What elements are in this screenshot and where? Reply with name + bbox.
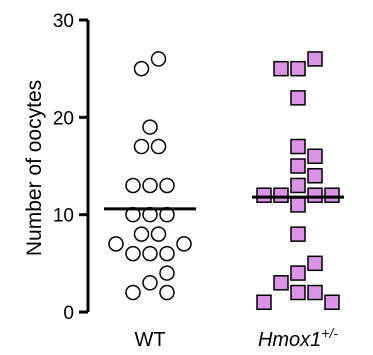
data-point-square (290, 284, 306, 301)
y-tick-label: 10 (53, 206, 74, 227)
data-point-square (307, 284, 323, 301)
data-point-circle (142, 245, 158, 262)
data-point-circle (150, 226, 167, 242)
data-point-square (290, 158, 306, 174)
y-tick-label: 30 (53, 11, 74, 32)
y-ticks: 0 10 20 30 (53, 11, 88, 324)
data-point-circle (176, 236, 192, 252)
data-point-square (290, 265, 306, 281)
data-point-square (290, 177, 306, 194)
data-points (108, 51, 340, 311)
data-point-circle (125, 177, 141, 194)
data-point-circle (142, 275, 158, 291)
data-point-circle (150, 51, 167, 67)
data-point-square (290, 60, 306, 77)
mean-lines (104, 195, 344, 211)
data-point-square (290, 226, 306, 242)
data-point-square (290, 138, 306, 155)
data-point-circle (133, 60, 150, 77)
data-point-square (307, 167, 323, 184)
data-point-square (307, 51, 323, 67)
y-axis-title: Number of oocytes (23, 80, 46, 256)
data-point-circle (159, 265, 175, 281)
data-point-circle (125, 245, 141, 262)
data-point-square (256, 187, 272, 203)
data-point-circle (159, 177, 175, 194)
data-point-circle (159, 284, 175, 301)
data-point-square (256, 294, 272, 311)
category-label: WT (134, 329, 165, 351)
y-tick-label: 0 (63, 303, 74, 324)
data-point-square (273, 60, 289, 77)
data-point-square (324, 294, 340, 311)
data-point-square (307, 148, 323, 165)
data-point-circle (133, 138, 150, 155)
data-point-square (290, 90, 306, 106)
data-point-circle (142, 177, 158, 194)
data-point-square (307, 255, 323, 272)
category-labels: WT Hmox1+/- (134, 325, 338, 351)
data-point-square (307, 187, 323, 203)
data-point-square (273, 187, 289, 203)
data-point-circle (125, 284, 141, 301)
category-label: Hmox1+/- (258, 325, 338, 351)
data-point-circle (159, 245, 175, 262)
data-point-circle (142, 119, 158, 135)
data-point-circle (150, 138, 167, 155)
data-point-square (324, 187, 340, 203)
data-point-square (273, 275, 289, 291)
data-point-square (290, 197, 306, 213)
data-point-circle (133, 226, 150, 242)
data-point-circle (108, 236, 124, 252)
y-tick-label: 20 (53, 108, 74, 129)
